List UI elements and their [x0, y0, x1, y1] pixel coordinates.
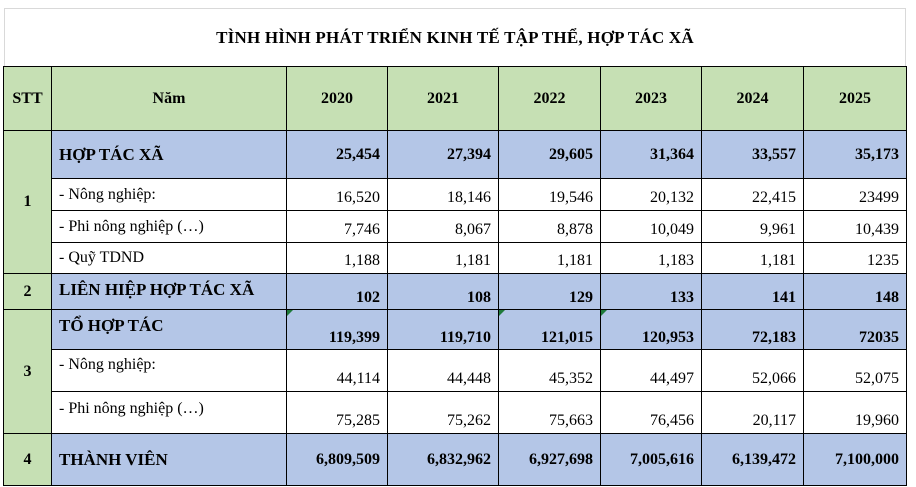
header-nam: Năm [51, 66, 287, 131]
header-year: 2023 [600, 66, 702, 131]
row-label: - Phi nông nghiệp (…) [51, 391, 287, 434]
value-cell: 1,188 [286, 242, 388, 274]
value-cell: 19,960 [803, 391, 907, 434]
row-label: HỢP TÁC XÃ [51, 130, 287, 179]
value-cell: 1,181 [387, 242, 499, 274]
value-cell: 121,015 [498, 309, 601, 350]
value-cell: 45,352 [498, 349, 601, 392]
value-cell: 1,181 [701, 242, 804, 274]
value-cell: 25,454 [286, 130, 388, 179]
value-cell: 7,746 [286, 210, 388, 243]
value-cell: 10,049 [600, 210, 702, 243]
row-label: THÀNH VIÊN [51, 433, 287, 486]
value-cell: 16,520 [286, 178, 388, 211]
value-cell: 6,139,472 [701, 433, 804, 486]
value-cell: 9,961 [701, 210, 804, 243]
table-row: 1 HỢP TÁC XÃ 25,454 27,394 29,605 31,364… [3, 130, 907, 274]
value-cell: 1,183 [600, 242, 702, 274]
value-cell: 22,415 [701, 178, 804, 211]
value-cell: 35,173 [803, 130, 907, 179]
value-cell: 20,132 [600, 178, 702, 211]
value-cell: 75,285 [286, 391, 388, 434]
value-cell: 27,394 [387, 130, 499, 179]
value-cell: 119,710 [387, 309, 499, 350]
header-year: 2020 [286, 66, 388, 131]
value-cell: 10,439 [803, 210, 907, 243]
value-cell: 8,878 [498, 210, 601, 243]
value-cell: 72,183 [701, 309, 804, 350]
value-cell: 76,456 [600, 391, 702, 434]
value-cell: 6,832,962 [387, 433, 499, 486]
value-cell: 23499 [803, 178, 907, 211]
value-cell: 52,066 [701, 349, 804, 392]
value-cell: 6,809,509 [286, 433, 388, 486]
table-row: - Nông nghiệp: 16,520 18,146 19,546 20,1… [4, 178, 907, 211]
value-cell: 119,399 [286, 309, 388, 350]
value-cell: 108 [387, 273, 499, 310]
header-year: 2021 [387, 66, 499, 131]
value-cell: 102 [286, 273, 388, 310]
value-cell: 7,100,000 [803, 433, 907, 486]
header-year: 2022 [498, 66, 601, 131]
value-cell: 44,448 [387, 349, 499, 392]
table-row: 3 TỔ HỢP TÁC 119,399 119,710 121,015 120… [3, 309, 907, 434]
row-label: - Phi nông nghiệp (…) [51, 210, 287, 243]
stt-cell: 3 [3, 309, 52, 434]
value-cell: 75,663 [498, 391, 601, 434]
value-cell: 44,497 [600, 349, 702, 392]
table-row: 4 THÀNH VIÊN 6,809,509 6,832,962 6,927,6… [3, 433, 907, 486]
header-stt: STT [3, 66, 52, 131]
stt-cell: 2 [3, 273, 52, 310]
value-cell: 29,605 [498, 130, 601, 179]
stt-cell: 4 [3, 433, 52, 486]
value-cell: 7,005,616 [600, 433, 702, 486]
value-cell: 148 [803, 273, 907, 310]
stt-cell: 1 [3, 130, 52, 274]
value-cell: 129 [498, 273, 601, 310]
value-cell: 141 [701, 273, 804, 310]
value-cell: 18,146 [387, 178, 499, 211]
value-cell: 1235 [803, 242, 907, 274]
table-row: 2 LIÊN HIỆP HỢP TÁC XÃ 102 108 129 133 1… [3, 273, 907, 310]
cooperative-development-table: STT Năm 2020 2021 2022 2023 2024 2025 1 … [3, 66, 907, 486]
value-cell: 44,114 [286, 349, 388, 392]
value-cell: 72035 [803, 309, 907, 350]
table-row: - Phi nông nghiệp (…) 7,746 8,067 8,878 … [4, 210, 907, 243]
value-cell: 75,262 [387, 391, 499, 434]
row-label: - Nông nghiệp: [51, 349, 287, 392]
table-row: - Phi nông nghiệp (…) 75,285 75,262 75,6… [4, 391, 907, 434]
table-title: TÌNH HÌNH PHÁT TRIỂN KINH TẾ TẬP THỂ, HỢ… [4, 8, 906, 66]
value-cell: 19,546 [498, 178, 601, 211]
row-label: LIÊN HIỆP HỢP TÁC XÃ [51, 273, 287, 310]
table-row: - Quỹ TDND 1,188 1,181 1,181 1,183 1,181… [4, 242, 907, 274]
value-cell: 1,181 [498, 242, 601, 274]
value-cell: 31,364 [600, 130, 702, 179]
row-label: - Nông nghiệp: [51, 178, 287, 211]
value-cell: 133 [600, 273, 702, 310]
row-label: - Quỹ TDND [51, 242, 287, 274]
header-year: 2024 [701, 66, 804, 131]
value-cell: 8,067 [387, 210, 499, 243]
value-cell: 52,075 [803, 349, 907, 392]
value-cell: 6,927,698 [498, 433, 601, 486]
table-row: - Nông nghiệp: 44,114 44,448 45,352 44,4… [4, 349, 907, 392]
header-row: STT Năm 2020 2021 2022 2023 2024 2025 [3, 66, 907, 131]
value-cell: 120,953 [600, 309, 702, 350]
row-label: TỔ HỢP TÁC [51, 309, 287, 350]
value-cell: 20,117 [701, 391, 804, 434]
value-cell: 33,557 [701, 130, 804, 179]
header-year: 2025 [803, 66, 907, 131]
